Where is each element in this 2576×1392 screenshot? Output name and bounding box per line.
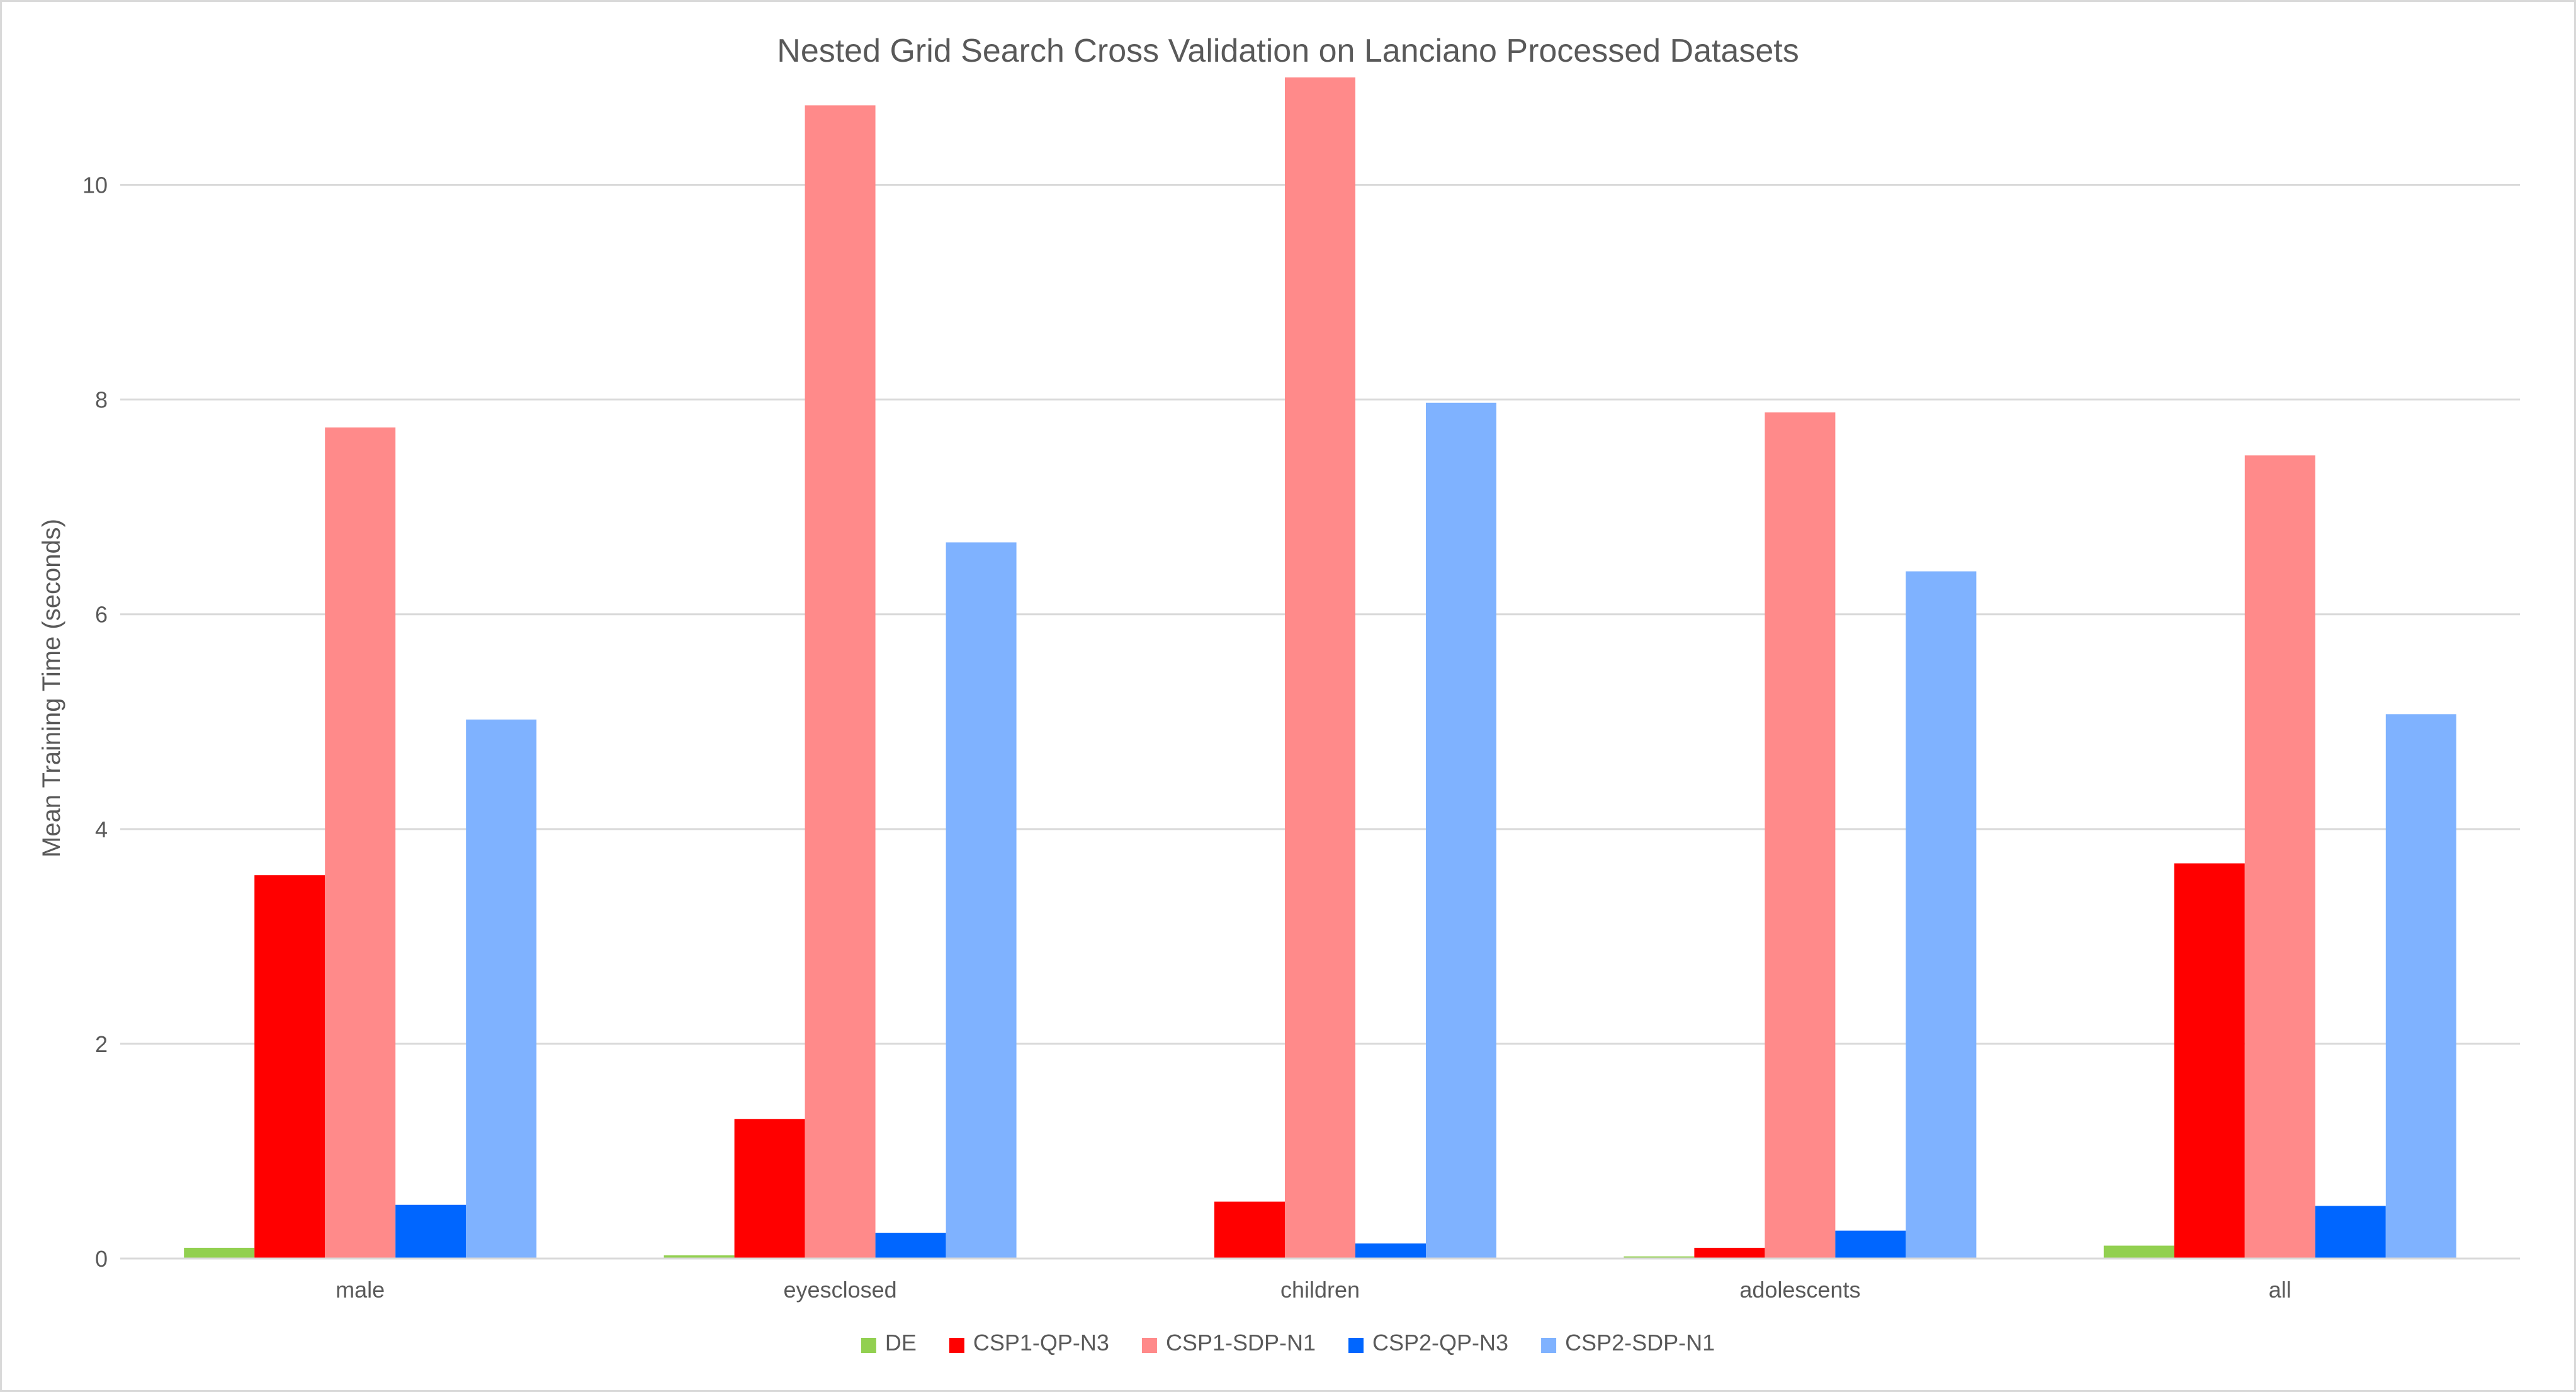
legend-swatch — [1541, 1338, 1557, 1353]
bar-de-adolescents — [1624, 1256, 1695, 1259]
bar-csp2-sdp-n1-eyesclosed — [946, 542, 1017, 1259]
y-tick-label: 2 — [95, 1031, 108, 1057]
x-tick-label: male — [336, 1277, 385, 1303]
bar-csp2-sdp-n1-children — [1426, 402, 1496, 1259]
bar-de-all — [2103, 1245, 2174, 1259]
x-tick-label: adolescents — [1739, 1277, 1860, 1303]
bar-csp2-sdp-n1-all — [2385, 714, 2456, 1259]
bar-csp1-qp-n3-adolescents — [1694, 1247, 1765, 1259]
legend-label: CSP2-SDP-N1 — [1565, 1330, 1715, 1355]
y-axis-title: Mean Training Time (seconds) — [38, 519, 65, 857]
y-tick-label: 6 — [95, 602, 108, 628]
bar-csp2-sdp-n1-male — [466, 719, 537, 1259]
bar-de-male — [184, 1247, 255, 1259]
bar-csp1-qp-n3-all — [2174, 863, 2245, 1259]
bar-csp2-sdp-n1-adolescents — [1906, 571, 1977, 1259]
legend-item: CSP1-QP-N3 — [949, 1330, 1109, 1355]
bar-csp1-qp-n3-male — [254, 875, 325, 1259]
bars — [184, 77, 2456, 1259]
bar-csp2-qp-n3-eyesclosed — [875, 1233, 946, 1259]
legend-swatch — [1141, 1338, 1157, 1353]
bar-csp1-qp-n3-children — [1214, 1201, 1285, 1259]
legend-item: CSP2-QP-N3 — [1348, 1330, 1508, 1355]
bar-csp2-qp-n3-adolescents — [1835, 1230, 1906, 1259]
legend-label: CSP1-SDP-N1 — [1166, 1330, 1316, 1355]
bar-csp2-qp-n3-children — [1355, 1243, 1426, 1259]
x-tick-label: children — [1280, 1277, 1360, 1303]
bar-csp1-sdp-n1-children — [1285, 77, 1355, 1259]
legend-swatch — [861, 1338, 876, 1353]
y-tick-label: 8 — [95, 387, 108, 413]
legend-label: CSP2-QP-N3 — [1372, 1330, 1508, 1355]
legend-label: DE — [885, 1330, 917, 1355]
y-tick-label: 4 — [95, 817, 108, 842]
y-tick-label: 10 — [82, 173, 108, 198]
legend-swatch — [949, 1338, 964, 1353]
legend-label: CSP1-QP-N3 — [973, 1330, 1109, 1355]
y-tick-label: 0 — [95, 1246, 108, 1272]
bar-csp1-sdp-n1-male — [325, 427, 396, 1259]
bar-de-eyesclosed — [664, 1255, 735, 1259]
bar-csp1-sdp-n1-all — [2244, 455, 2315, 1259]
bar-csp1-sdp-n1-adolescents — [1765, 412, 1836, 1259]
chart-title: Nested Grid Search Cross Validation on L… — [777, 33, 1799, 69]
bar-csp1-qp-n3-eyesclosed — [734, 1119, 805, 1259]
legend-item: CSP1-SDP-N1 — [1141, 1330, 1316, 1355]
legend-swatch — [1348, 1338, 1364, 1353]
legend: DE CSP1-QP-N3 CSP1-SDP-N1 CSP2-QP-N3 CSP2-SD… — [861, 1330, 1715, 1355]
x-tick-label: eyesclosed — [784, 1277, 897, 1303]
x-axis-ticks: male eyesclosed children adolescents all — [336, 1277, 2291, 1303]
x-tick-label: all — [2269, 1277, 2291, 1303]
y-axis-ticks: 0 2 4 6 8 10 — [82, 173, 108, 1272]
legend-item: DE — [861, 1330, 917, 1355]
bar-csp2-qp-n3-all — [2315, 1206, 2386, 1259]
bar-csp1-sdp-n1-eyesclosed — [805, 105, 876, 1259]
legend-item: CSP2-SDP-N1 — [1541, 1330, 1715, 1355]
bar-csp2-qp-n3-male — [395, 1204, 466, 1259]
